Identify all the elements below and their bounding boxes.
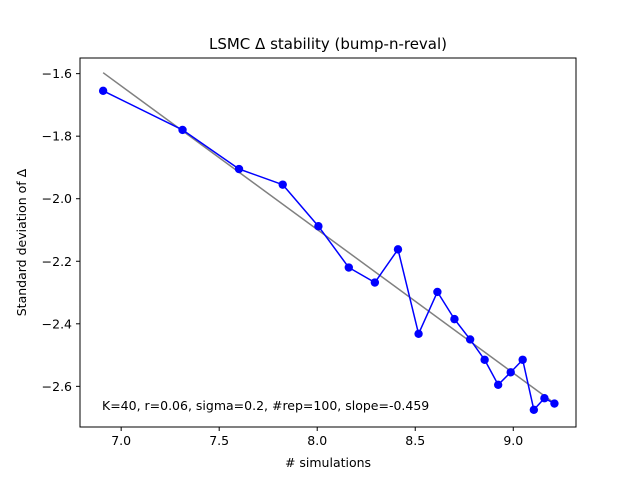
y-tick-label: −2.6 (42, 379, 72, 394)
y-tick-label: −2.4 (42, 316, 72, 331)
data-point (433, 287, 442, 297)
y-axis: −1.6 −1.8 −2.0 −2.2 −2.4 −2.6 (42, 66, 80, 394)
data-point (234, 164, 244, 174)
y-tick-label: −2.0 (42, 191, 72, 206)
data-point (393, 245, 403, 254)
y-tick-label: −1.8 (42, 129, 72, 144)
x-axis: 7.0 7.5 8.0 8.5 9.0 (111, 427, 523, 448)
data-point (550, 399, 559, 408)
data-point (98, 86, 108, 96)
chart-annotation: K=40, r=0.06, sigma=0.2, #rep=100, slope… (102, 398, 429, 413)
data-point (370, 278, 380, 287)
data-point (450, 314, 459, 324)
data-point (506, 368, 515, 377)
data-point (540, 394, 549, 403)
data-point (178, 125, 187, 135)
y-tick-label: −2.2 (42, 254, 72, 269)
x-tick-label: 8.5 (405, 433, 425, 448)
series-layer (98, 72, 559, 415)
data-point (278, 180, 287, 189)
x-tick-label: 7.0 (111, 433, 131, 448)
data-point (480, 355, 489, 364)
y-tick-label: −1.6 (42, 66, 72, 81)
data-point (493, 380, 503, 389)
data-point (344, 263, 353, 272)
x-axis-label: # simulations (285, 455, 371, 470)
y-axis-label: Standard deviation of Δ (14, 168, 29, 316)
chart-title: LSMC Δ stability (bump-n-reval) (209, 35, 447, 53)
data-point (314, 222, 323, 231)
plot-area (79, 57, 577, 428)
data-point (414, 329, 423, 339)
data-point (465, 335, 475, 344)
data-point (518, 355, 527, 364)
plot-frame (79, 57, 577, 428)
x-tick-label: 9.0 (503, 433, 523, 448)
x-tick-label: 8.0 (307, 433, 327, 448)
x-tick-label: 7.5 (209, 433, 229, 448)
data-point (529, 405, 539, 415)
